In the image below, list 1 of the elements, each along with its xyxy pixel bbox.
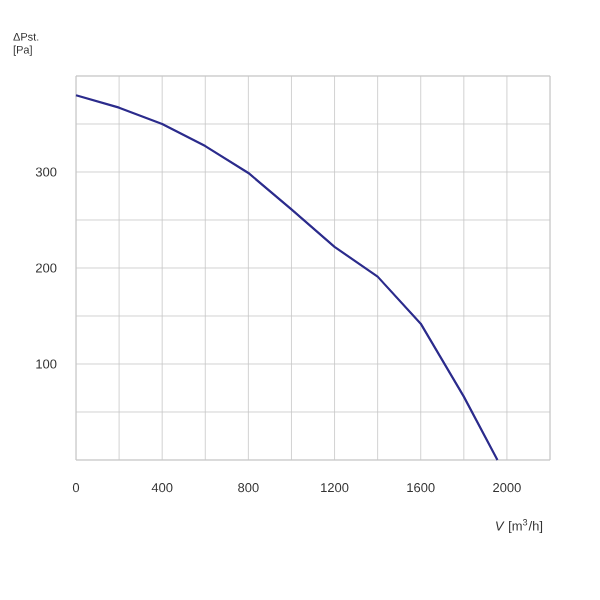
line-series: [74, 94, 499, 462]
